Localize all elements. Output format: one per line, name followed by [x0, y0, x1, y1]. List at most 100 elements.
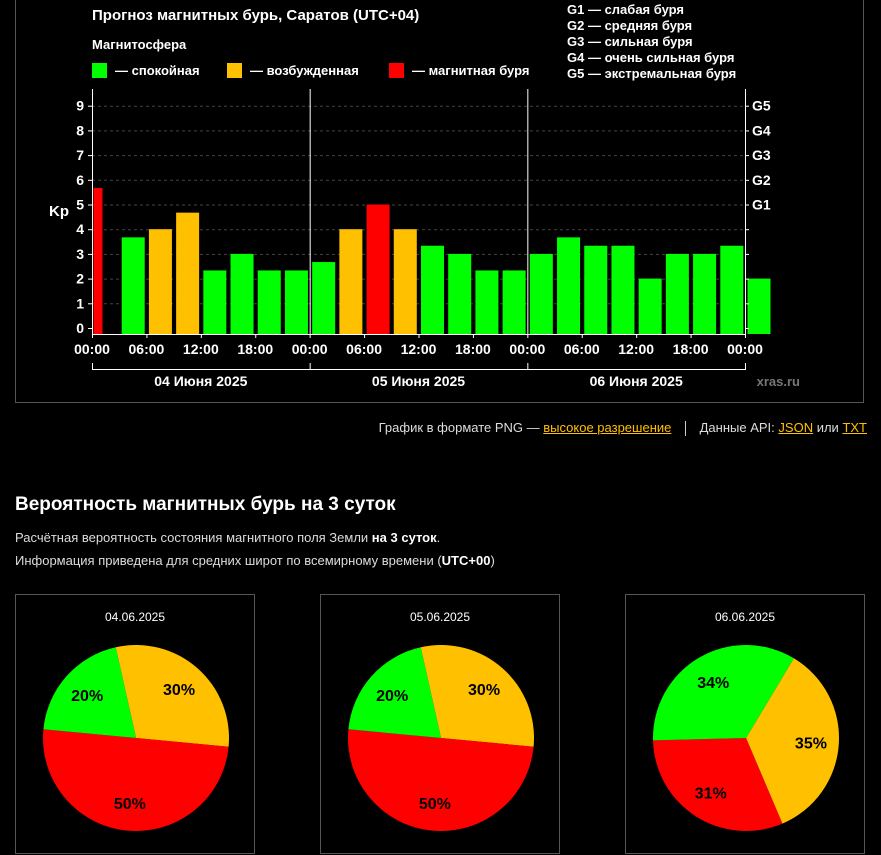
pie-chart-day-3: 35% 31% 34% — [653, 645, 839, 831]
pie-card-day-2: 05.06.2025 30% 50% 20% — [320, 594, 560, 854]
day-label: 05 Июня 2025 — [372, 373, 465, 389]
plot-area: 0 1 2 3 4 5 6 7 8 9 Kp G1 G2 G3 G4 G5 00:00 06:00 12:00 18:… — [49, 89, 771, 389]
kp-bar — [284, 270, 308, 334]
probability-desc-1: Расчётная вероятность состояния магнитно… — [15, 530, 441, 545]
pie-label-excited: 35% — [795, 735, 827, 752]
png-prefix: График в формате PNG — — [378, 420, 540, 435]
pie-slice-storm — [42, 729, 229, 831]
y-tick-label: 1 — [76, 295, 84, 311]
x-tick-label: 06:00 — [564, 341, 600, 357]
pie-label-storm: 31% — [695, 786, 727, 803]
high-resolution-link[interactable]: высокое разрешение — [543, 420, 672, 435]
kp-bar — [393, 229, 417, 334]
y-tick-label: 3 — [76, 246, 84, 262]
pie-label-excited: 30% — [468, 682, 500, 699]
kp-forecast-chart: Прогноз магнитных бурь, Саратов (UTC+04)… — [15, 0, 864, 403]
kp-bar — [584, 245, 608, 334]
y-axis-label: Kp — [49, 203, 69, 220]
pie-label-storm: 50% — [419, 796, 451, 813]
pie-chart-day-2: 30% 50% 20% — [348, 645, 534, 831]
g-legend-item: G2 — средняя буря — [567, 18, 692, 33]
g-tick-label: G5 — [752, 98, 771, 114]
kp-bar — [230, 253, 254, 334]
legend-label: — возбужденная — [250, 63, 359, 78]
pie-label-storm: 50% — [114, 796, 146, 813]
kp-bar — [121, 237, 145, 334]
y-tick-label: 2 — [76, 271, 84, 287]
legend-label: — спокойная — [115, 63, 200, 78]
chart-title: Прогноз магнитных бурь, Саратов (UTC+04) — [92, 7, 419, 24]
watermark: xras.ru — [757, 374, 800, 389]
pie-slice-storm — [653, 738, 783, 831]
x-tick-label: 00:00 — [292, 341, 328, 357]
x-tick-label: 18:00 — [237, 341, 273, 357]
day-label: 04 Июня 2025 — [154, 373, 247, 389]
pie-label-calm: 34% — [697, 675, 729, 692]
pie-slice-calm — [653, 645, 794, 741]
pie-slice-excited — [746, 658, 839, 824]
magnetosphere-legend: — спокойная — возбужденная — магнитная бур… — [92, 63, 529, 78]
kp-chart-svg: Прогноз магнитных бурь, Саратов (UTC+04)… — [49, 2, 800, 389]
kp-bar — [611, 245, 635, 334]
json-link[interactable]: JSON — [778, 420, 814, 435]
y-tick-label: 7 — [76, 147, 84, 163]
kp-bar — [148, 229, 172, 334]
probability-desc-2: Информация приведена для средних широт п… — [15, 553, 495, 568]
y-tick-label: 8 — [76, 122, 84, 138]
kp-bar — [720, 245, 744, 334]
kp-bar — [312, 262, 336, 334]
pie-label-excited: 30% — [163, 682, 195, 699]
pie-slice-storm — [348, 729, 534, 831]
kp-bar — [665, 253, 689, 334]
x-tick-label: 00:00 — [74, 341, 110, 357]
export-links: График в формате PNG — высокое разрешени… — [378, 420, 867, 437]
kp-bar — [448, 253, 472, 334]
api-prefix: Данные API: — [699, 420, 775, 435]
g-tick-label: G3 — [752, 147, 771, 163]
x-tick-label: 00:00 — [727, 341, 763, 357]
kp-bar — [638, 278, 662, 334]
kp-bar — [257, 270, 281, 334]
x-tick-label: 06:00 — [129, 341, 165, 357]
pie-label-calm: 20% — [376, 688, 408, 705]
kp-bar — [421, 245, 444, 334]
pie-card-day-1: 04.06.2025 30% 50% 20% — [15, 594, 255, 854]
kp-bar — [747, 278, 771, 334]
kp-bar — [502, 270, 526, 334]
kp-bar — [475, 270, 499, 334]
legend-swatch — [227, 63, 242, 78]
kp-bar — [176, 212, 200, 334]
x-tick-label: 18:00 — [673, 341, 709, 357]
legend-label: — магнитная буря — [412, 63, 529, 78]
x-tick-label: 00:00 — [509, 341, 545, 357]
x-tick-label: 12:00 — [183, 341, 219, 357]
pie-date: 06.06.2025 — [714, 610, 776, 624]
txt-link[interactable]: TXT — [842, 420, 867, 435]
g-tick-label: G2 — [752, 172, 771, 188]
kp-bar — [93, 187, 103, 334]
kp-bar — [339, 229, 363, 334]
pie-slice-excited — [420, 645, 534, 747]
x-tick-label: 06:00 — [346, 341, 382, 357]
pie-slice-calm — [348, 647, 441, 738]
pie-label-calm: 20% — [71, 688, 103, 705]
x-tick-label: 12:00 — [618, 341, 654, 357]
or-text: или — [816, 420, 839, 435]
g-tick-label: G4 — [752, 122, 771, 138]
pie-date: 05.06.2025 — [409, 610, 471, 624]
probability-title: Вероятность магнитных бурь на 3 суток — [15, 494, 396, 515]
y-tick-label: 6 — [76, 172, 84, 188]
pie-slice-excited — [115, 645, 229, 747]
kp-bar — [557, 237, 581, 334]
legend-swatch — [92, 63, 107, 78]
legend-title: Магнитосфера — [92, 37, 187, 52]
g-legend-item: G1 — слабая буря — [567, 2, 684, 17]
pie-slice-calm — [43, 647, 136, 738]
legend-swatch — [389, 63, 404, 78]
y-tick-label: 4 — [76, 221, 84, 237]
y-tick-label: 0 — [76, 320, 84, 336]
y-tick-label: 9 — [76, 98, 84, 114]
pie-chart-day-1: 30% 50% 20% — [42, 645, 229, 831]
pie-date: 04.06.2025 — [104, 610, 166, 624]
